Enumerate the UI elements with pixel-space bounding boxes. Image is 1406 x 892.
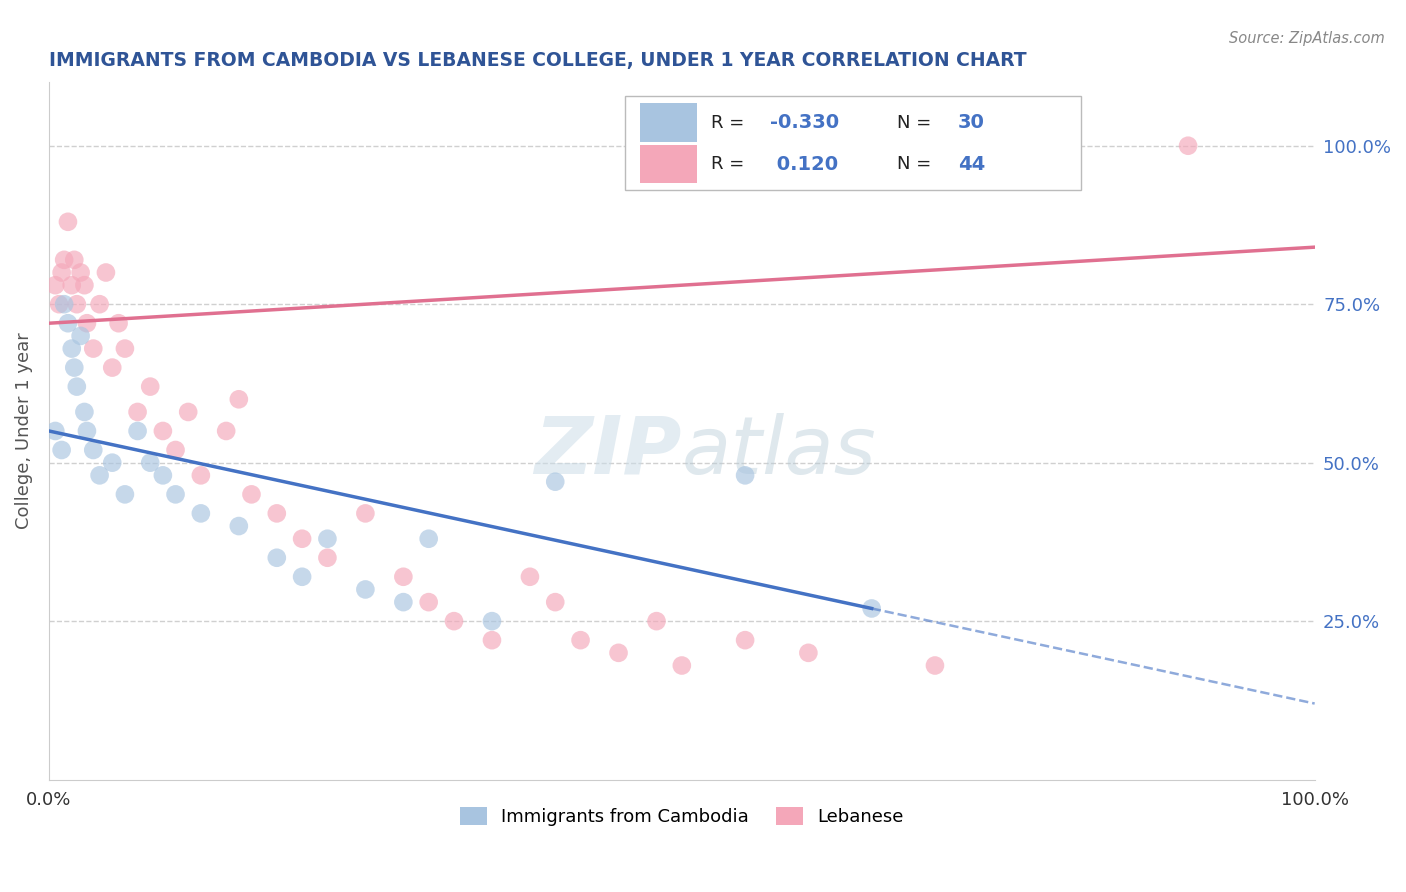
Point	[82, 442, 104, 457]
Text: atlas: atlas	[682, 413, 876, 491]
Point	[228, 392, 250, 407]
Text: Source: ZipAtlas.com: Source: ZipAtlas.com	[1229, 31, 1385, 46]
Point	[266, 507, 288, 521]
Point	[481, 614, 503, 628]
Point	[63, 360, 86, 375]
Text: 0.120: 0.120	[770, 154, 838, 174]
Point	[569, 633, 592, 648]
Point	[291, 532, 314, 546]
Point	[291, 570, 314, 584]
Point	[165, 487, 187, 501]
Point	[354, 507, 377, 521]
Point	[443, 614, 465, 628]
Point	[76, 424, 98, 438]
FancyBboxPatch shape	[640, 145, 697, 183]
Point	[48, 297, 70, 311]
Point	[127, 405, 149, 419]
Point	[139, 379, 162, 393]
Point	[734, 468, 756, 483]
Point	[797, 646, 820, 660]
Point	[734, 633, 756, 648]
Point	[101, 360, 124, 375]
Point	[56, 215, 79, 229]
Point	[69, 329, 91, 343]
Point	[924, 658, 946, 673]
Point	[114, 487, 136, 501]
FancyBboxPatch shape	[624, 96, 1081, 190]
Point	[69, 266, 91, 280]
Point	[82, 342, 104, 356]
Legend: Immigrants from Cambodia, Lebanese: Immigrants from Cambodia, Lebanese	[453, 799, 911, 833]
Text: N =: N =	[897, 155, 936, 173]
Text: 30: 30	[957, 113, 984, 132]
Point	[152, 468, 174, 483]
Point	[860, 601, 883, 615]
Point	[418, 532, 440, 546]
Point	[56, 316, 79, 330]
Point	[89, 468, 111, 483]
Point	[94, 266, 117, 280]
Point	[645, 614, 668, 628]
Point	[544, 595, 567, 609]
Text: R =: R =	[711, 155, 749, 173]
Text: -0.330: -0.330	[770, 113, 839, 132]
Point	[240, 487, 263, 501]
Point	[107, 316, 129, 330]
Point	[607, 646, 630, 660]
Point	[51, 266, 73, 280]
Point	[63, 252, 86, 267]
Text: 44: 44	[957, 154, 986, 174]
Point	[392, 595, 415, 609]
Point	[152, 424, 174, 438]
Point	[53, 297, 76, 311]
Point	[228, 519, 250, 533]
Point	[127, 424, 149, 438]
Y-axis label: College, Under 1 year: College, Under 1 year	[15, 333, 32, 529]
Point	[66, 379, 89, 393]
Point	[60, 342, 83, 356]
Point	[139, 456, 162, 470]
Point	[1177, 138, 1199, 153]
FancyBboxPatch shape	[640, 103, 697, 142]
Point	[190, 507, 212, 521]
Point	[53, 252, 76, 267]
Point	[51, 442, 73, 457]
Point	[60, 278, 83, 293]
Point	[481, 633, 503, 648]
Text: IMMIGRANTS FROM CAMBODIA VS LEBANESE COLLEGE, UNDER 1 YEAR CORRELATION CHART: IMMIGRANTS FROM CAMBODIA VS LEBANESE COL…	[49, 51, 1026, 70]
Point	[671, 658, 693, 673]
Point	[266, 550, 288, 565]
Point	[76, 316, 98, 330]
Text: ZIP: ZIP	[534, 413, 682, 491]
Point	[114, 342, 136, 356]
Point	[316, 532, 339, 546]
Point	[101, 456, 124, 470]
Point	[89, 297, 111, 311]
Point	[418, 595, 440, 609]
Point	[73, 278, 96, 293]
Point	[165, 442, 187, 457]
Point	[190, 468, 212, 483]
Point	[44, 278, 66, 293]
Point	[392, 570, 415, 584]
Point	[73, 405, 96, 419]
Point	[215, 424, 238, 438]
Text: R =: R =	[711, 113, 749, 132]
Point	[44, 424, 66, 438]
Point	[177, 405, 200, 419]
Text: N =: N =	[897, 113, 936, 132]
Point	[66, 297, 89, 311]
Point	[316, 550, 339, 565]
Point	[544, 475, 567, 489]
Point	[519, 570, 541, 584]
Point	[354, 582, 377, 597]
